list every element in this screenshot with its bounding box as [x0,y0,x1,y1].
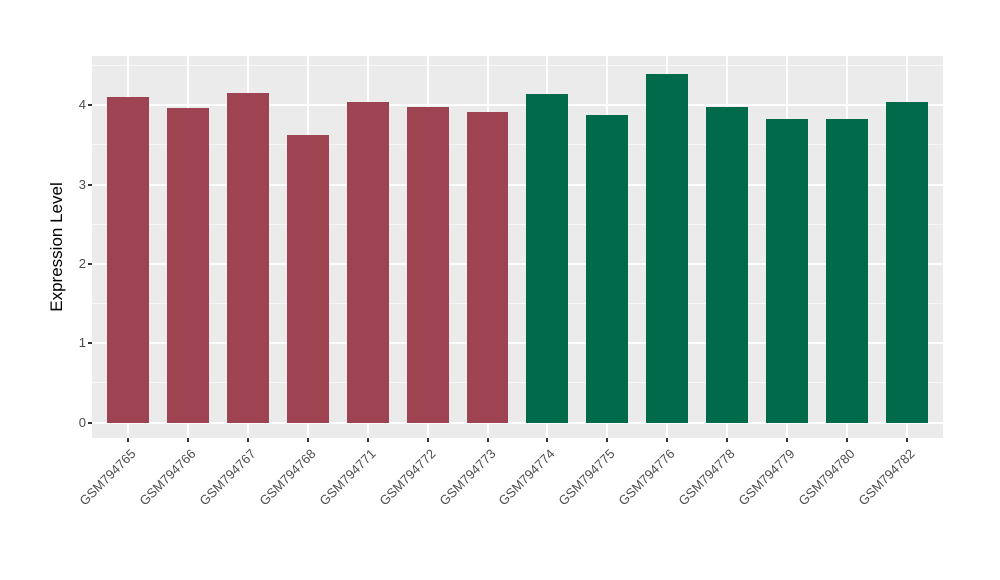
gridline-minor [92,382,943,384]
x-tick-label: GSM794768 [256,446,319,509]
x-tick-label: GSM794767 [196,446,259,509]
x-tick-label: GSM794779 [735,446,798,509]
bar-gsm794782 [886,102,928,423]
y-tick-label: 2 [78,255,86,271]
x-tick-mark [906,438,909,442]
x-tick-label: GSM794780 [795,446,858,509]
x-tick-mark [846,438,849,442]
y-tick-label: 0 [78,414,86,430]
x-tick-label: GSM794766 [136,446,199,509]
gridline-major [92,104,943,107]
y-tick-mark [88,421,92,424]
x-tick-mark [726,438,729,442]
bar-gsm794776 [646,74,689,423]
x-tick-label: GSM794773 [435,446,499,509]
x-tick-mark [426,438,429,442]
y-tick-mark [88,104,92,107]
gridline-minor [92,144,943,146]
x-tick-mark [186,438,189,442]
x-tick-mark [246,438,249,442]
bar-gsm794772 [406,106,449,423]
bar-gsm794773 [466,111,509,423]
x-tick-mark [606,438,609,442]
plot-panel [92,56,943,438]
x-tick-label: GSM794765 [76,446,139,509]
gridline-major [92,342,943,345]
y-tick-mark [88,183,92,186]
x-tick-label: GSM794772 [375,446,439,509]
x-tick-mark [666,438,669,442]
bar-gsm794766 [166,108,209,423]
x-tick-mark [366,438,369,442]
x-tick-label: GSM794774 [495,446,559,509]
y-tick-label: 3 [78,176,86,192]
x-tick-label: GSM794775 [555,446,618,509]
x-tick-label: GSM794771 [316,446,379,509]
x-tick-mark [786,438,789,442]
gridline-major [92,421,943,424]
bar-gsm794780 [826,118,869,423]
gridline-major [92,262,943,265]
bar-gsm794768 [286,134,329,423]
bar-gsm794775 [586,114,629,423]
bar-gsm794779 [766,118,809,423]
y-tick-mark [88,342,92,345]
bar-gsm794767 [226,93,269,423]
x-tick-mark [546,438,549,442]
x-tick-mark [126,438,129,442]
bar-gsm794765 [106,97,149,423]
y-axis-title: Expression Level [47,182,66,312]
x-tick-label: GSM794776 [615,446,678,509]
x-tick-mark [306,438,309,442]
gridline-minor [92,223,943,225]
y-tick-label: 4 [78,97,86,113]
gridline-major [92,183,943,186]
bar-gsm794778 [706,106,749,423]
x-tick-mark [486,438,489,442]
x-tick-label: GSM794778 [675,446,738,509]
bar-gsm794771 [346,102,389,423]
y-tick-label: 1 [78,335,86,351]
gridline-minor [92,65,943,67]
gridline-minor [92,303,943,305]
x-tick-label: GSM794782 [855,446,918,509]
bar-gsm794774 [526,94,569,423]
y-tick-mark [88,262,92,265]
